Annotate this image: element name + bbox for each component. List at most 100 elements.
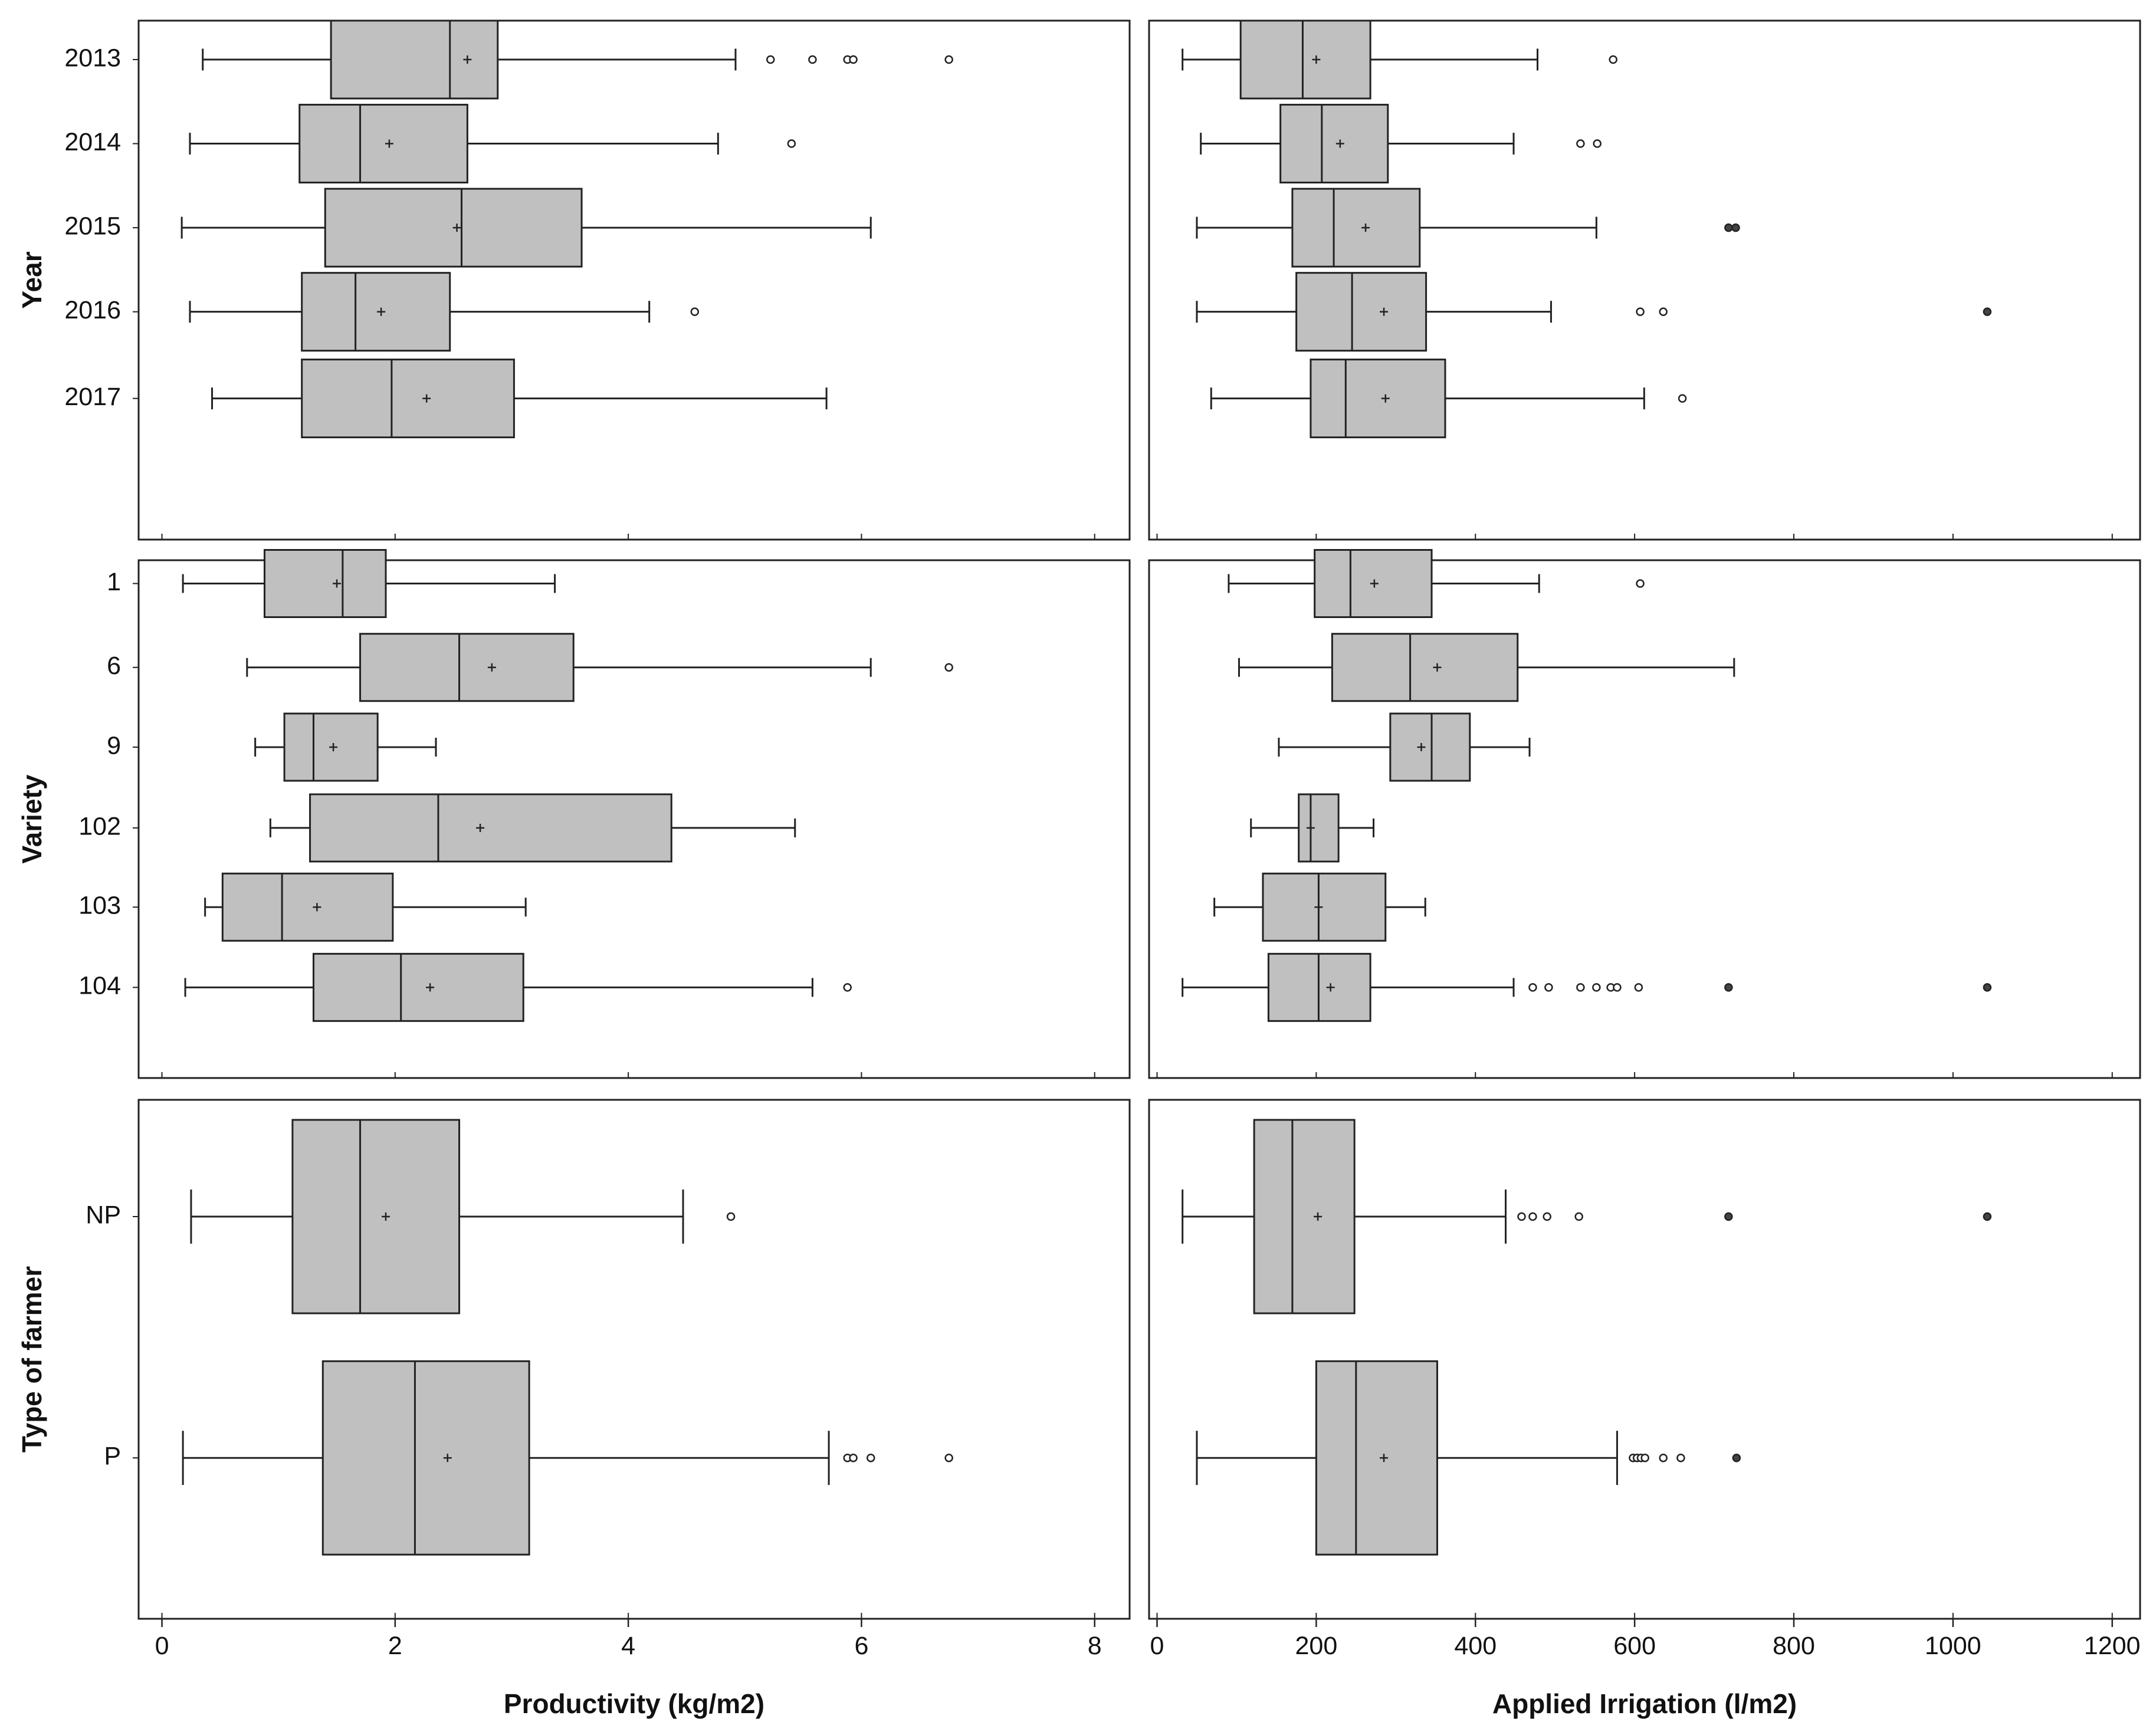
- outlier-point: [843, 983, 852, 992]
- group-variety: Variety 1 6 9 102 103 104: [17, 549, 2141, 1079]
- box-body: [1389, 712, 1471, 782]
- box-103: [1213, 872, 1426, 942]
- outlier-point: [1613, 983, 1622, 992]
- box-2017: [1210, 359, 1687, 439]
- outlier-point: [1543, 1212, 1551, 1221]
- category-label: 2016: [64, 296, 121, 324]
- box-102: [1250, 793, 1375, 863]
- category-label: 104: [78, 972, 121, 1000]
- category-label: 2013: [64, 44, 121, 72]
- box-body: [321, 1360, 530, 1556]
- box-body: [301, 359, 515, 439]
- box-2017: [211, 359, 828, 439]
- outlier-point: [787, 139, 796, 148]
- outlier-point: [1659, 1453, 1668, 1462]
- box-103: [204, 872, 527, 942]
- outlier-point: [1636, 307, 1645, 316]
- category-label: 6: [107, 652, 121, 680]
- box-body: [1315, 1360, 1438, 1556]
- category-label: 1: [107, 568, 121, 596]
- outlier-point: [1724, 1212, 1733, 1221]
- box-body: [221, 872, 394, 942]
- box-102: [269, 793, 796, 863]
- box-body: [1262, 872, 1387, 942]
- panel-type-of-farmer-productivity: [137, 1099, 1131, 1620]
- box-body: [1331, 633, 1519, 702]
- x-tick-label: 2: [388, 1632, 402, 1660]
- outlier-point: [1528, 1212, 1537, 1221]
- box-2015: [181, 188, 872, 268]
- outlier-point: [1593, 139, 1602, 148]
- category-label: 102: [78, 812, 121, 840]
- box-2015: [1196, 188, 1740, 268]
- group-title: Variety: [17, 774, 47, 863]
- box-body: [1253, 1119, 1356, 1314]
- outlier-point: [1724, 983, 1733, 992]
- x-axis-irrigation: 0 200 400 600 800 1000 1200 Applied Irrigation …: [1150, 1619, 2141, 1719]
- outlier-point: [690, 307, 700, 316]
- x-tick-label: 6: [854, 1632, 868, 1660]
- box-body: [301, 272, 451, 352]
- outlier-point: [1676, 1453, 1685, 1462]
- x-axis-title: Productivity (kg/m2): [504, 1688, 764, 1719]
- outlier-point: [1678, 394, 1687, 403]
- outlier-point: [1983, 1212, 1992, 1221]
- box-NP: [1182, 1119, 1992, 1314]
- box-body: [1310, 359, 1446, 439]
- x-tick-label: 400: [1454, 1632, 1497, 1660]
- box-body: [1298, 793, 1340, 863]
- box-1: [1228, 549, 1645, 619]
- panel-frame: [137, 19, 1131, 541]
- box-body: [1239, 19, 1371, 100]
- panel-year-irrigation: [1148, 19, 2141, 541]
- outlier-point: [1528, 983, 1537, 992]
- box-104: [184, 952, 852, 1022]
- outlier-point: [1732, 1453, 1741, 1462]
- box-body: [263, 549, 387, 619]
- outlier-point: [1731, 223, 1740, 232]
- outlier-point: [1636, 579, 1645, 588]
- panel-variety-irrigation: [1148, 549, 2141, 1079]
- outlier-point: [1724, 223, 1733, 232]
- outlier-point: [726, 1212, 736, 1221]
- box-9: [1278, 712, 1531, 782]
- x-axis-productivity: 0 2 4 6 8 Productivity (kg/m2): [155, 1619, 1102, 1719]
- x-tick-label: 1000: [1925, 1632, 1981, 1660]
- box-body: [298, 104, 468, 184]
- outlier-point: [944, 663, 953, 672]
- outlier-point: [866, 1453, 875, 1462]
- box-9: [254, 712, 437, 782]
- x-tick-label: 800: [1773, 1632, 1815, 1660]
- box-6: [1238, 633, 1735, 702]
- box-1: [182, 549, 556, 619]
- x-tick-label: 0: [155, 1632, 169, 1660]
- category-label: P: [104, 1442, 121, 1471]
- outlier-point: [1574, 1212, 1583, 1221]
- category-label: 2015: [64, 212, 121, 240]
- box-2014: [1200, 104, 1602, 184]
- category-label: 103: [78, 892, 121, 920]
- outlier-point: [1634, 983, 1643, 992]
- outlier-point: [849, 55, 858, 64]
- box-P: [1196, 1360, 1741, 1556]
- outlier-point: [1659, 307, 1668, 316]
- box-body: [1291, 188, 1421, 268]
- box-body: [291, 1119, 461, 1314]
- category-label: NP: [86, 1201, 121, 1229]
- box-104: [1182, 952, 1992, 1022]
- box-body: [330, 19, 499, 100]
- outlier-point: [1576, 139, 1585, 148]
- box-body: [359, 633, 575, 702]
- category-label: 9: [107, 731, 121, 760]
- outlier-point: [1592, 983, 1601, 992]
- outlier-point: [766, 55, 775, 64]
- box-body: [309, 793, 672, 863]
- group-type-of-farmer: Type of farmer NP P: [17, 1099, 2141, 1620]
- box-P: [182, 1360, 953, 1556]
- category-label: 2017: [64, 383, 121, 411]
- group-title: Type of farmer: [17, 1266, 47, 1452]
- outlier-point: [808, 55, 817, 64]
- outlier-point: [1517, 1212, 1526, 1221]
- box-2014: [189, 104, 796, 184]
- x-tick-label: 4: [621, 1632, 635, 1660]
